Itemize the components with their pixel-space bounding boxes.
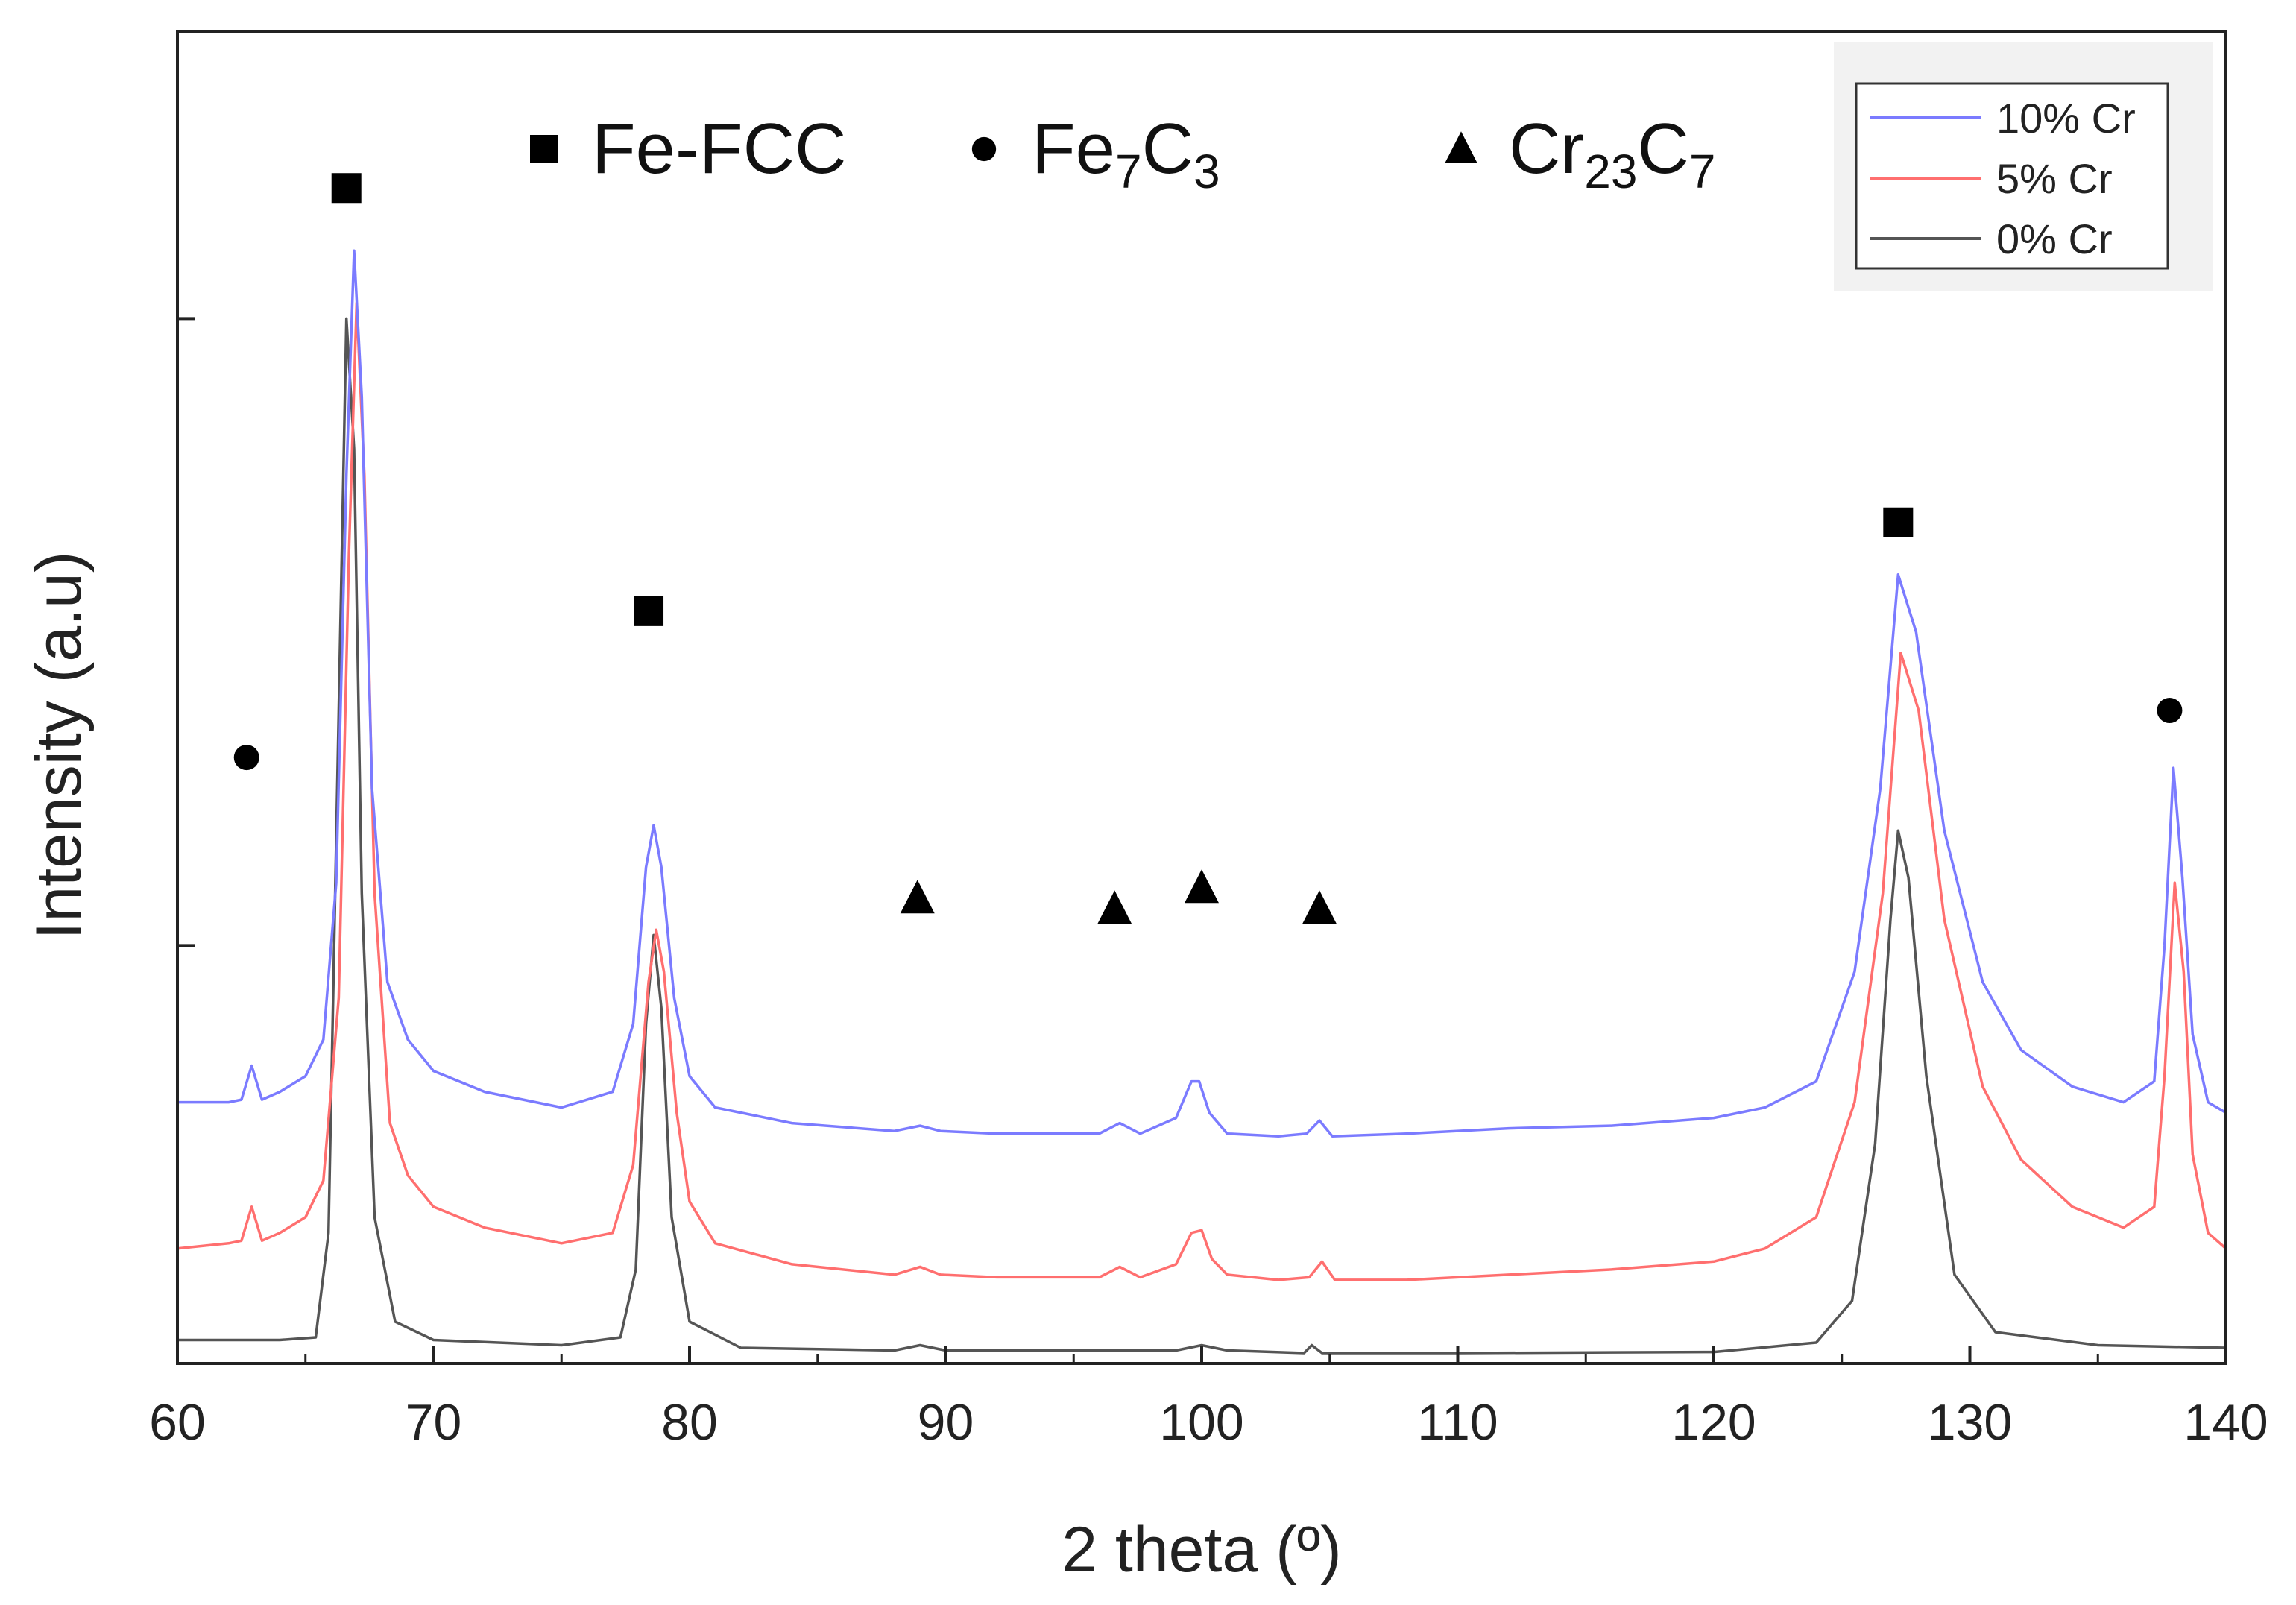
series-line-0pct-cr <box>177 317 2227 1355</box>
x-tick-label: 110 <box>1417 1394 1498 1451</box>
peak-marker-triangle <box>1097 890 1132 924</box>
legend-label: 5% Cr <box>1996 155 2113 202</box>
x-tick-label: 80 <box>661 1394 718 1451</box>
legend-label: 0% Cr <box>1996 215 2113 262</box>
x-tick-label: 120 <box>1671 1394 1756 1451</box>
series-legend: 10% Cr 5% Cr 0% Cr <box>1834 42 2213 291</box>
phase-label: Cr23C7 <box>1509 109 1715 198</box>
phase-symbol-circle <box>971 136 997 162</box>
x-tick-label: 130 <box>1928 1394 2012 1451</box>
phase-label: Fe-FCC <box>592 109 846 189</box>
peak-marker-square <box>634 596 664 626</box>
phase-symbol-square <box>530 135 558 163</box>
x-tick-label: 60 <box>149 1394 206 1451</box>
peak-marker-circle <box>2157 698 2183 724</box>
x-tick-label: 70 <box>406 1394 462 1451</box>
y-axis-title: Intensity (a.u) <box>23 552 95 940</box>
series-line-10pct-cr <box>177 249 2227 1138</box>
phase-symbol-triangle <box>1445 131 1477 163</box>
x-tick-label: 90 <box>918 1394 974 1451</box>
x-tick-label: 100 <box>1159 1394 1243 1451</box>
tick-layer: 60 70 80 90 100 110 120 130 140 <box>149 317 2268 1451</box>
series-layer <box>177 249 2227 1355</box>
peak-marker-circle <box>233 745 259 771</box>
x-axis-title: 2 theta (º) <box>1062 1514 1342 1586</box>
peak-marker-triangle <box>900 880 935 914</box>
peak-marker-square <box>331 173 362 204</box>
peak-marker-square <box>1883 507 1914 537</box>
peak-marker-triangle <box>1302 890 1337 924</box>
peak-marker-triangle <box>1185 869 1219 904</box>
peak-marker-layer <box>233 173 2183 924</box>
phase-legend: Fe-FCC Fe7C3 Cr23C7 <box>530 109 1715 198</box>
phase-label: Fe7C3 <box>1032 109 1220 198</box>
legend-label: 10% Cr <box>1996 95 2136 142</box>
x-tick-label: 140 <box>2183 1394 2268 1451</box>
